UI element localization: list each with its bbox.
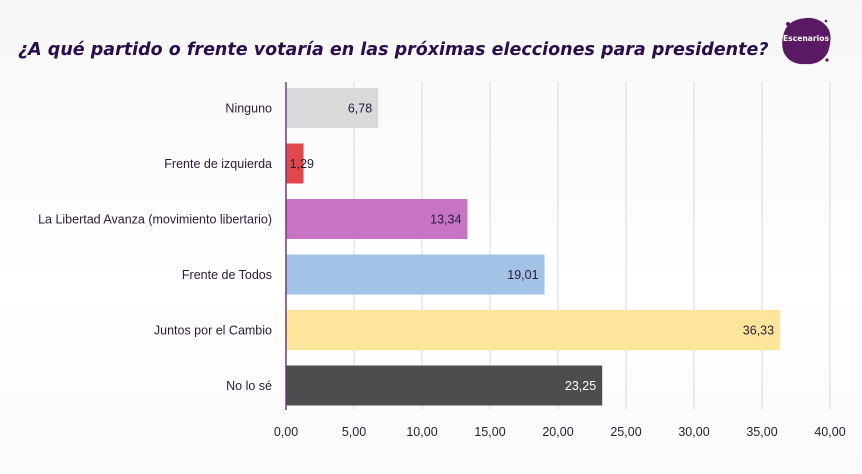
x-tick-labels: 0,00 5,00 10,00 15,00 20,00 25,00 30,00 35,00 40… — [274, 425, 846, 439]
x-tick-label: 0,00 — [274, 425, 298, 439]
x-tick-label: 15,00 — [474, 425, 505, 439]
chart-title: ¿A qué partido o frente votaría en las p… — [18, 40, 769, 60]
x-tick-label: 40,00 — [814, 425, 845, 439]
bar — [286, 88, 379, 128]
value-labels: 6,78 1,29 13,34 19,01 36,33 23,25 — [290, 102, 774, 394]
x-tick-label: 35,00 — [746, 425, 777, 439]
category-label: Juntos por el Cambio — [154, 324, 272, 338]
value-label: 13,34 — [430, 213, 461, 227]
escenarios-logo: Escenarios — [780, 16, 832, 66]
x-tick-label: 10,00 — [406, 425, 437, 439]
category-label: No lo sé — [226, 379, 272, 393]
bar — [286, 365, 603, 406]
x-tick-label: 25,00 — [610, 425, 641, 439]
bar — [286, 143, 304, 184]
logo-badge-icon — [782, 17, 831, 65]
value-label: 6,78 — [348, 102, 372, 116]
bar — [286, 199, 468, 239]
bar — [286, 310, 781, 350]
category-label: Frente de izquierda — [164, 157, 272, 171]
value-label: 23,25 — [565, 379, 596, 393]
bar — [286, 254, 545, 295]
category-label: Frente de Todos — [182, 268, 272, 282]
bars — [286, 88, 781, 406]
value-label: 19,01 — [507, 268, 538, 282]
category-label: La Libertad Avanza (movimiento libertari… — [38, 213, 272, 227]
grid-lines — [353, 82, 831, 410]
logo-text: Escenarios — [783, 34, 829, 43]
value-label: 36,33 — [743, 324, 774, 338]
category-label: Ninguno — [225, 102, 272, 116]
x-tick-label: 20,00 — [542, 425, 573, 439]
value-label: 1,29 — [290, 157, 314, 171]
x-tick-label: 30,00 — [678, 425, 709, 439]
category-labels: Ninguno Frente de izquierda La Libertad Av… — [38, 102, 272, 394]
x-tick-label: 5,00 — [342, 425, 366, 439]
